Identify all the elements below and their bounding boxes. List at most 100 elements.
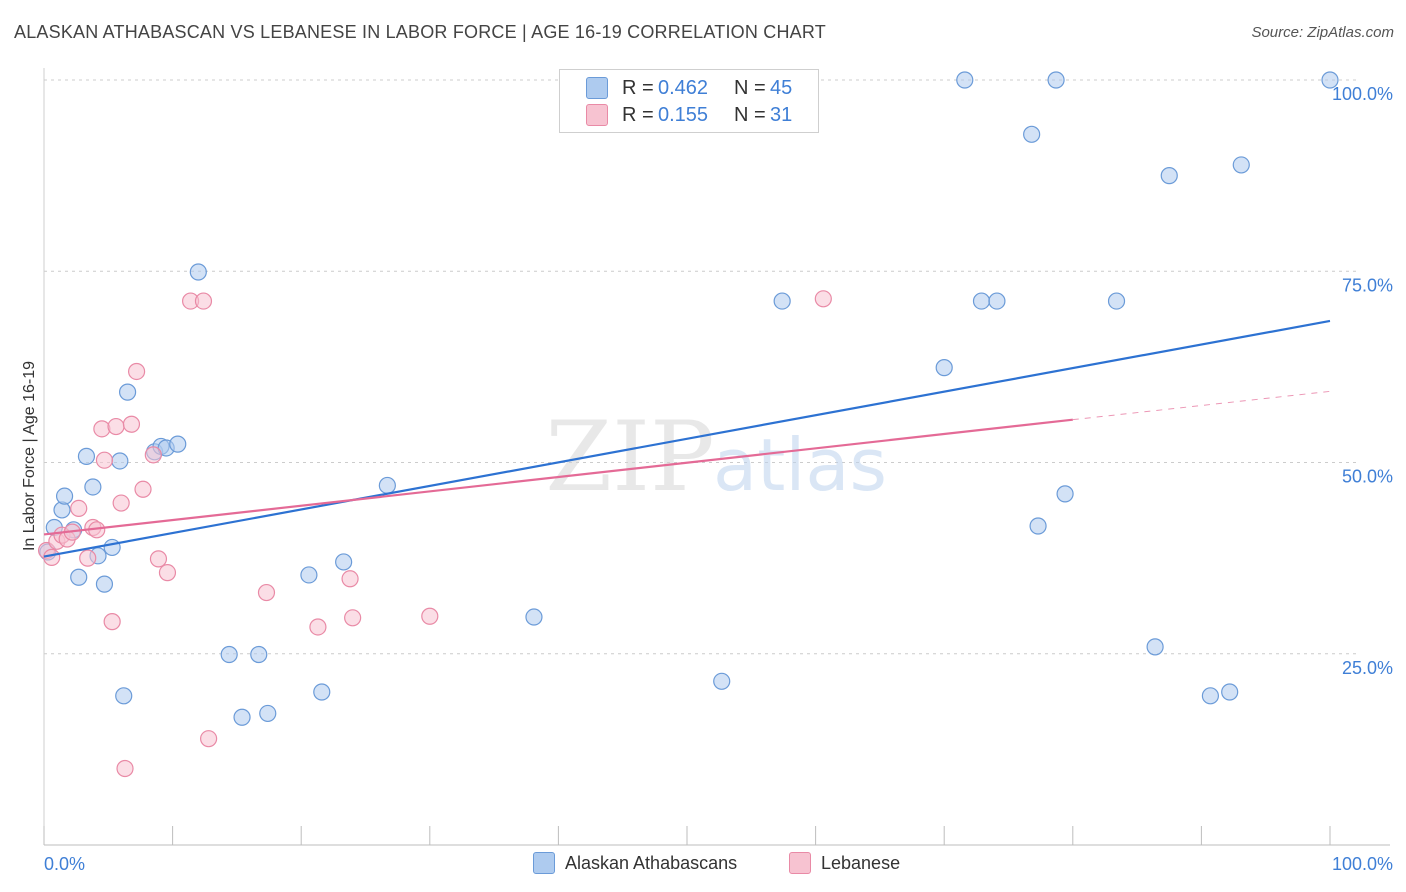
athabascan-point bbox=[111, 452, 129, 470]
legend-row-athabascan: R = 0.462 N = 45 bbox=[586, 76, 792, 100]
athabascan-point bbox=[55, 487, 74, 505]
legend-swatch-pink bbox=[586, 104, 608, 126]
lebanese-point bbox=[158, 564, 177, 582]
lebanese-point bbox=[309, 618, 327, 636]
legend-item-athabascans: Alaskan Athabascans bbox=[533, 852, 737, 874]
athabascan-point bbox=[335, 553, 353, 571]
athabascan-point bbox=[1029, 517, 1047, 535]
athabascan-point bbox=[115, 687, 133, 705]
athabascan-point bbox=[378, 476, 396, 495]
x-tick-label: 100.0% bbox=[1332, 854, 1393, 874]
y-tick-label: 50.0% bbox=[1342, 467, 1393, 487]
lebanese-point bbox=[257, 583, 276, 602]
lebanese-point bbox=[814, 290, 832, 308]
athabascan-point bbox=[118, 383, 137, 401]
y-tick-label: 25.0% bbox=[1342, 658, 1393, 678]
legend-row-lebanese: R = 0.155 N = 31 bbox=[586, 103, 792, 127]
lebanese-point bbox=[149, 550, 168, 568]
lebanese-point bbox=[116, 759, 134, 778]
tick-labels: 25.0% 50.0% 75.0% 100.0% 0.0% 100.0% bbox=[44, 84, 1393, 874]
lebanese-point bbox=[79, 549, 97, 567]
athabascan-point bbox=[988, 292, 1006, 310]
lebanese-point bbox=[144, 446, 162, 464]
legend-swatch-pink bbox=[789, 852, 811, 874]
watermark-atlas: atlas bbox=[713, 423, 887, 507]
bottom-legend: Alaskan Athabascans Lebanese bbox=[0, 852, 1406, 878]
y-tick-label: 100.0% bbox=[1332, 84, 1393, 104]
lebanese-point bbox=[107, 417, 125, 436]
lebanese-point bbox=[43, 548, 61, 566]
athabascan-point bbox=[956, 71, 974, 89]
lebanese-point bbox=[421, 607, 439, 625]
athabascan-point bbox=[1201, 687, 1220, 705]
lebanese-point bbox=[122, 415, 141, 433]
athabascan-point bbox=[1047, 71, 1065, 89]
lebanese-point bbox=[112, 494, 130, 512]
athabascan-point bbox=[233, 708, 251, 726]
lebanese-point bbox=[70, 499, 88, 517]
axis-layer bbox=[43, 68, 1390, 846]
athabascan-point bbox=[713, 672, 731, 690]
athabascan-trend-line bbox=[43, 319, 1331, 558]
athabascan-point bbox=[70, 568, 88, 586]
legend-swatch-blue bbox=[586, 77, 608, 99]
athabascan-point bbox=[259, 704, 277, 723]
athabascan-point bbox=[313, 683, 331, 701]
lebanese-point bbox=[95, 451, 114, 469]
athabascan-point bbox=[300, 566, 318, 584]
legend-n-value: 31 bbox=[770, 103, 793, 126]
athabascan-point bbox=[935, 359, 953, 377]
lebanese-point bbox=[93, 420, 111, 438]
legend-r-value: 0.462 bbox=[658, 76, 709, 99]
trend-layer bbox=[43, 319, 1331, 558]
chart-title: ALASKAN ATHABASCAN VS LEBANESE IN LABOR … bbox=[14, 22, 826, 42]
athabascan-point bbox=[1023, 125, 1041, 143]
x-tick-label: 0.0% bbox=[44, 854, 85, 874]
athabascan-point bbox=[1056, 485, 1074, 503]
athabascan-point bbox=[773, 292, 791, 310]
athabascan-point bbox=[1146, 638, 1164, 656]
lebanese-point bbox=[194, 292, 213, 310]
athabascan-point bbox=[1321, 71, 1339, 89]
grid-layer bbox=[44, 79, 1360, 655]
watermark: ZIP atlas bbox=[545, 401, 887, 513]
athabascan-point bbox=[84, 478, 102, 496]
athabascan-point bbox=[1160, 167, 1178, 185]
athabascan-point bbox=[220, 645, 238, 664]
legend-swatch-blue bbox=[533, 852, 555, 874]
lebanese-trend-extension bbox=[1072, 390, 1331, 421]
athabascan-point bbox=[95, 575, 114, 593]
y-tick-label: 75.0% bbox=[1342, 275, 1393, 295]
legend-r-label: R = bbox=[622, 76, 654, 99]
lebanese-point bbox=[103, 613, 121, 631]
athabascan-point bbox=[250, 645, 268, 664]
legend-n-label: N = bbox=[734, 76, 766, 99]
athabascan-point bbox=[1221, 683, 1239, 701]
athabascan-point bbox=[1232, 156, 1250, 174]
watermark-zip: ZIP bbox=[545, 401, 714, 513]
legend-item-lebanese: Lebanese bbox=[789, 852, 900, 874]
legend-label-lebanese: Lebanese bbox=[821, 852, 901, 873]
athabascan-point bbox=[103, 538, 121, 557]
legend-n-label: N = bbox=[734, 103, 766, 126]
lebanese-point bbox=[134, 480, 152, 498]
lebanese-trend-line bbox=[43, 418, 1073, 536]
legend-r-value: 0.155 bbox=[658, 103, 709, 126]
top-legend: R = 0.462 N = 45 R = 0.155 N = 31 bbox=[559, 69, 819, 133]
legend-label-athabascans: Alaskan Athabascans bbox=[565, 852, 738, 873]
points-layer bbox=[37, 71, 1339, 778]
athabascan-point bbox=[1107, 292, 1126, 310]
legend-n-value: 45 bbox=[770, 76, 793, 99]
athabascan-point bbox=[169, 435, 187, 453]
lebanese-point bbox=[127, 362, 146, 381]
athabascan-point bbox=[77, 447, 96, 465]
lebanese-point bbox=[344, 609, 362, 627]
athabascan-point bbox=[525, 608, 543, 626]
lebanese-point bbox=[341, 570, 359, 588]
athabascan-point bbox=[189, 263, 207, 281]
legend-r-label: R = bbox=[622, 103, 654, 126]
athabascan-point bbox=[972, 292, 991, 310]
lebanese-point bbox=[200, 730, 218, 748]
source-label: Source: ZipAtlas.com bbox=[1251, 24, 1394, 41]
